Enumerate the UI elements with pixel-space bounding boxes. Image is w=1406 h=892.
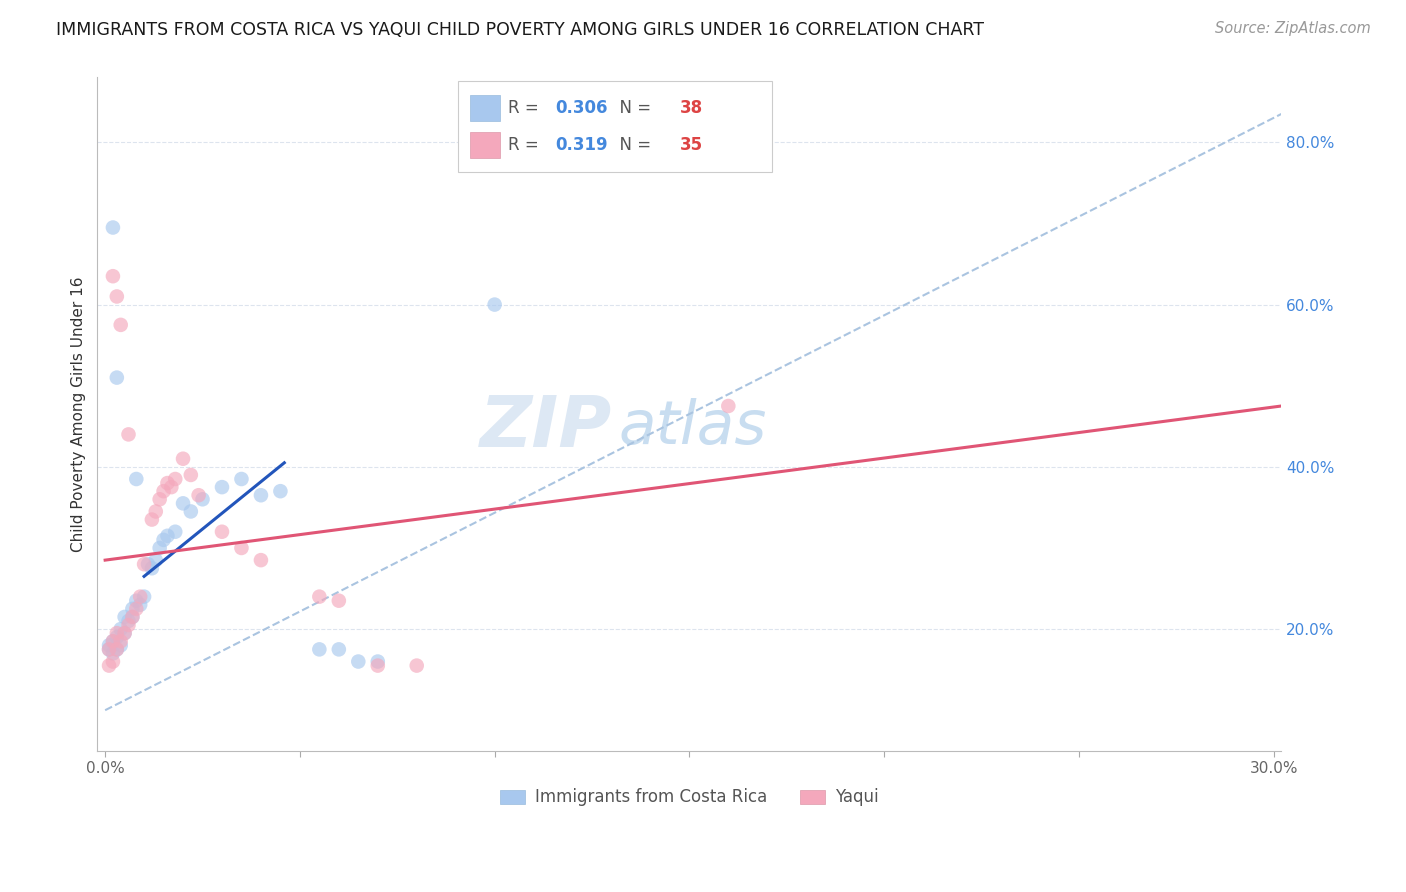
Point bbox=[231, 472, 253, 486]
Point bbox=[156, 476, 179, 491]
Point bbox=[180, 504, 202, 518]
Point bbox=[211, 480, 233, 494]
Point bbox=[98, 642, 121, 657]
Point bbox=[98, 642, 121, 657]
Text: 35: 35 bbox=[681, 136, 703, 153]
Point bbox=[308, 590, 330, 604]
Point bbox=[121, 610, 143, 624]
Point bbox=[105, 630, 128, 644]
Point bbox=[152, 484, 174, 499]
Point bbox=[250, 488, 273, 502]
Point bbox=[105, 370, 128, 384]
Point bbox=[231, 541, 253, 555]
Point bbox=[114, 626, 136, 640]
FancyBboxPatch shape bbox=[471, 132, 501, 158]
Point bbox=[114, 610, 136, 624]
Y-axis label: Child Poverty Among Girls Under 16: Child Poverty Among Girls Under 16 bbox=[72, 277, 86, 552]
Point bbox=[141, 512, 163, 526]
Point bbox=[117, 427, 139, 442]
Point bbox=[367, 655, 389, 669]
Point bbox=[328, 642, 350, 657]
Text: IMMIGRANTS FROM COSTA RICA VS YAQUI CHILD POVERTY AMONG GIRLS UNDER 16 CORRELATI: IMMIGRANTS FROM COSTA RICA VS YAQUI CHIL… bbox=[56, 21, 984, 38]
Text: ZIP: ZIP bbox=[481, 393, 613, 462]
Point bbox=[110, 318, 132, 332]
Point bbox=[172, 496, 194, 510]
Point bbox=[165, 524, 187, 539]
Point bbox=[269, 484, 291, 499]
Point bbox=[132, 557, 155, 571]
Point bbox=[117, 614, 139, 628]
Point bbox=[110, 634, 132, 648]
Text: 0.319: 0.319 bbox=[555, 136, 609, 153]
Point bbox=[149, 541, 172, 555]
Point bbox=[132, 590, 155, 604]
Point bbox=[98, 658, 121, 673]
Point bbox=[165, 472, 187, 486]
Text: R =: R = bbox=[508, 136, 544, 153]
Point bbox=[98, 638, 121, 652]
Point bbox=[367, 658, 389, 673]
Legend: Immigrants from Costa Rica, Yaqui: Immigrants from Costa Rica, Yaqui bbox=[494, 781, 886, 814]
Point bbox=[250, 553, 273, 567]
Point bbox=[110, 622, 132, 636]
Point bbox=[347, 655, 370, 669]
Point bbox=[180, 467, 202, 482]
Point bbox=[160, 480, 183, 494]
Point bbox=[211, 524, 233, 539]
Text: atlas: atlas bbox=[619, 398, 766, 457]
FancyBboxPatch shape bbox=[458, 81, 772, 171]
Point bbox=[156, 529, 179, 543]
Point bbox=[114, 626, 136, 640]
Point bbox=[101, 655, 124, 669]
Point bbox=[136, 557, 159, 571]
Point bbox=[405, 658, 427, 673]
Point bbox=[717, 399, 740, 413]
Point bbox=[152, 533, 174, 547]
Text: Source: ZipAtlas.com: Source: ZipAtlas.com bbox=[1215, 21, 1371, 36]
Point bbox=[105, 642, 128, 657]
Point bbox=[129, 598, 152, 612]
Point bbox=[125, 602, 148, 616]
Point bbox=[110, 638, 132, 652]
Point bbox=[105, 642, 128, 657]
Point bbox=[145, 553, 167, 567]
Point bbox=[105, 289, 128, 303]
Point bbox=[125, 472, 148, 486]
Text: N =: N = bbox=[609, 136, 657, 153]
Text: 38: 38 bbox=[681, 99, 703, 117]
Point bbox=[101, 634, 124, 648]
FancyBboxPatch shape bbox=[471, 95, 501, 120]
Point bbox=[187, 488, 209, 502]
Point bbox=[101, 269, 124, 284]
Point bbox=[484, 297, 506, 311]
Point bbox=[105, 626, 128, 640]
Point bbox=[101, 220, 124, 235]
Point bbox=[121, 610, 143, 624]
Point bbox=[101, 634, 124, 648]
Point bbox=[149, 492, 172, 507]
Point bbox=[121, 602, 143, 616]
Point bbox=[141, 561, 163, 575]
Point bbox=[328, 593, 350, 607]
Point bbox=[117, 618, 139, 632]
Point bbox=[172, 451, 194, 466]
Point bbox=[308, 642, 330, 657]
Point bbox=[191, 492, 214, 507]
Text: R =: R = bbox=[508, 99, 544, 117]
Point bbox=[101, 647, 124, 661]
Point bbox=[125, 593, 148, 607]
Point bbox=[129, 590, 152, 604]
Point bbox=[145, 504, 167, 518]
Text: N =: N = bbox=[609, 99, 657, 117]
Text: 0.306: 0.306 bbox=[555, 99, 607, 117]
